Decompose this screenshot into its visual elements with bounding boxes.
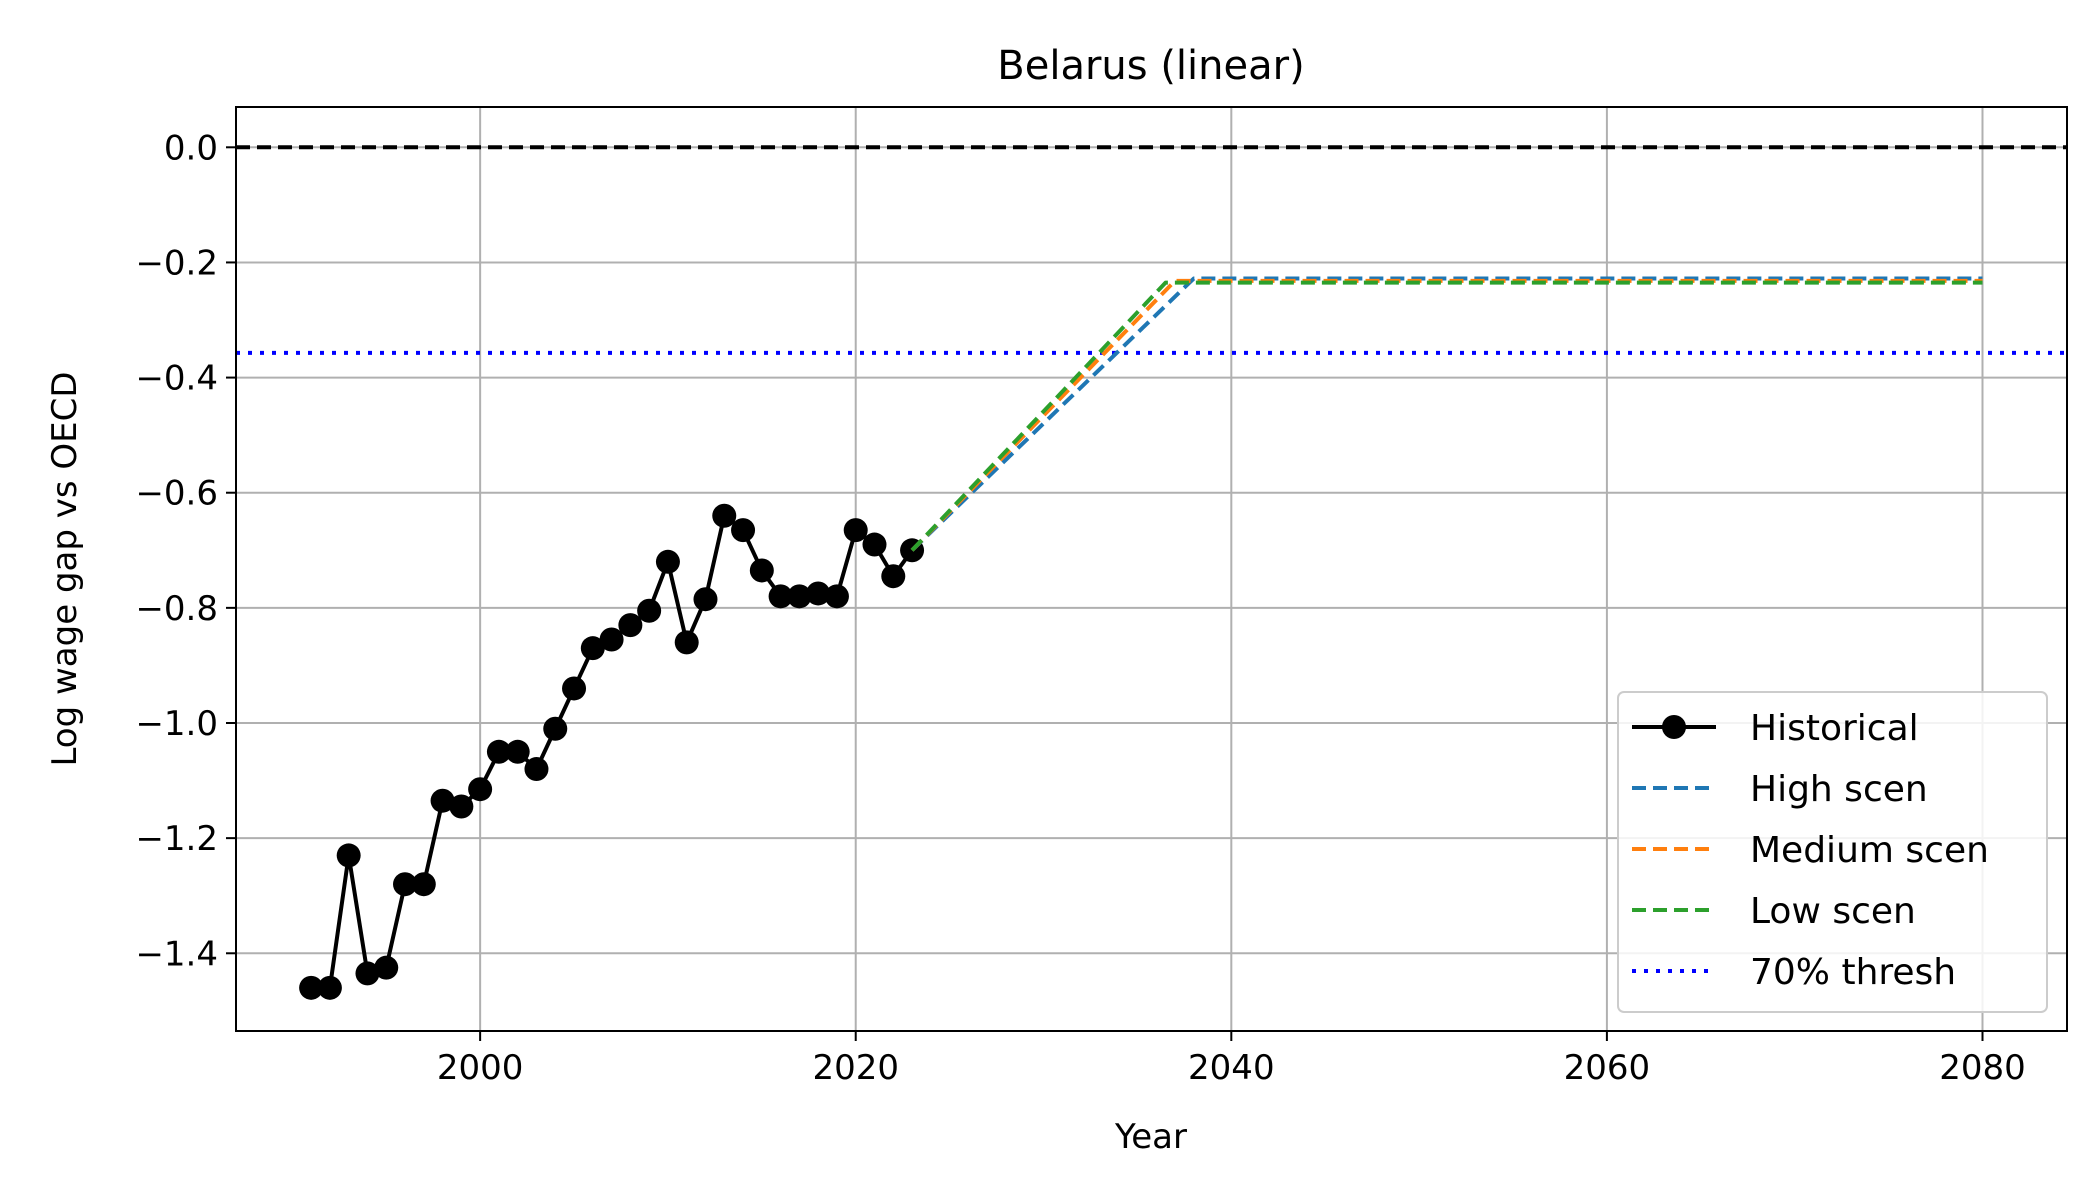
- historical-point: [655, 549, 680, 574]
- historical-point: [580, 636, 605, 661]
- y-axis-label: Log wage gap vs OECD: [45, 371, 85, 766]
- x-tick-label: 2060: [1564, 1048, 1651, 1088]
- legend-label-70-thresh: 70% thresh: [1750, 952, 1956, 993]
- x-axis-label: Year: [1114, 1117, 1187, 1157]
- low-scen-line: [910, 280, 1983, 552]
- plot-frame: [235, 106, 2068, 1032]
- y-tick-label: −0.6: [135, 474, 218, 514]
- y-tick-label: −1.2: [135, 819, 218, 859]
- historical-point: [317, 975, 342, 1000]
- historical-point: [336, 843, 361, 868]
- y-tick-label: 0.0: [164, 128, 218, 168]
- historical-point: [712, 503, 737, 528]
- historical-point: [618, 613, 643, 638]
- historical-point: [468, 777, 493, 802]
- historical-point: [862, 532, 887, 557]
- historical-point: [637, 598, 662, 623]
- historical-point: [355, 961, 380, 986]
- historical-point: [374, 955, 399, 980]
- historical-point: [768, 584, 793, 609]
- historical-point: [806, 581, 831, 606]
- historical-point: [393, 872, 418, 897]
- x-axis-ticks: 2000 2020 2040 2060 2080: [437, 1031, 2026, 1088]
- historical-point: [731, 518, 756, 543]
- x-tick-label: 2040: [1188, 1048, 1275, 1088]
- historical-point: [524, 757, 549, 782]
- historical-point: [411, 872, 436, 897]
- legend-marker-historical: [1662, 715, 1686, 739]
- historical-point: [881, 564, 906, 589]
- historical-point: [787, 584, 812, 609]
- historical-point: [505, 739, 530, 764]
- legend: Historical High scen Medium scen Low scen 70…: [1617, 691, 2048, 1013]
- y-tick-label: −0.4: [135, 359, 218, 399]
- legend-box: [1617, 691, 2048, 1013]
- legend-label-low-scen: Low scen: [1750, 891, 1916, 932]
- legend-label-historical: Historical: [1750, 708, 1919, 749]
- x-tick-label: 2080: [1939, 1048, 2026, 1088]
- x-tick-label: 2020: [812, 1048, 899, 1088]
- y-tick-label: −1.0: [135, 704, 218, 744]
- historical-point: [562, 676, 587, 701]
- historical-point: [674, 630, 699, 655]
- y-tick-label: −1.4: [135, 934, 218, 974]
- chart-title: Belarus (linear): [997, 43, 1304, 89]
- historical-point: [543, 716, 568, 741]
- series-group: [299, 276, 1983, 1000]
- reference-lines: [236, 145, 2067, 355]
- historical-point: [486, 739, 511, 764]
- y-tick-label: −0.8: [135, 589, 218, 629]
- legend-label-medium-scen: Medium scen: [1750, 830, 1989, 871]
- historical-point: [843, 518, 868, 543]
- historical-point: [430, 788, 455, 813]
- historical-point: [299, 975, 324, 1000]
- legend-label-high-scen: High scen: [1750, 769, 1928, 810]
- high-scen-line: [910, 276, 1983, 552]
- historical-point: [824, 584, 849, 609]
- x-tick-label: 2000: [437, 1048, 524, 1088]
- y-axis-ticks: 0.0 −0.2 −0.4 −0.6 −0.8 −1.0 −1.2 −1.4: [135, 128, 236, 974]
- historical-point: [693, 587, 718, 612]
- historical-point: [599, 627, 624, 652]
- historical-point: [449, 794, 474, 819]
- y-tick-label: −0.2: [135, 243, 218, 283]
- historical-point: [749, 558, 774, 583]
